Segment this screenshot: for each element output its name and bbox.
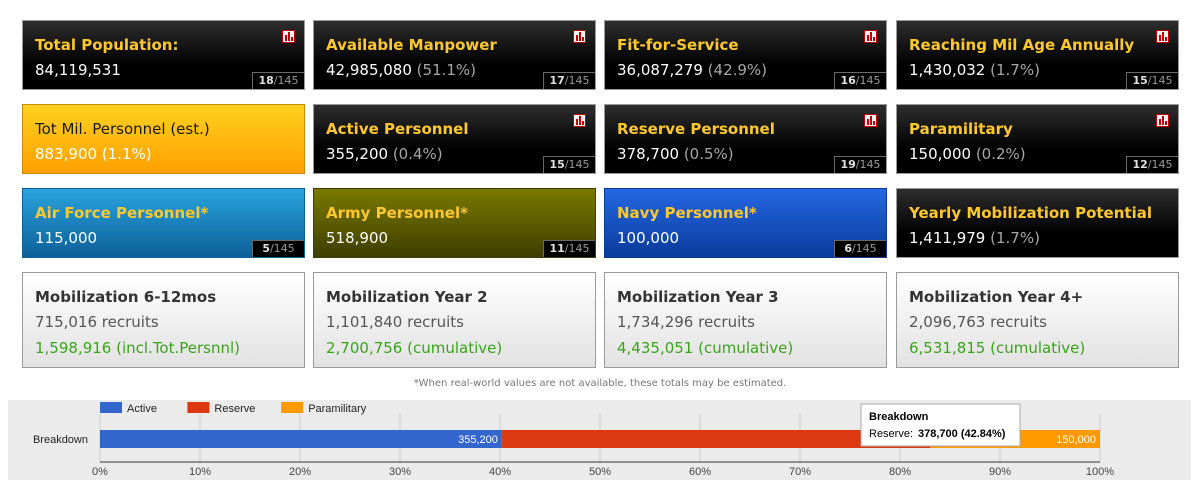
rank-badge: 16/145	[834, 72, 886, 89]
card-cumulative: 1,598,916 (incl.Tot.Persnnl)	[35, 339, 241, 357]
card-title: Mobilization 6-12mos	[35, 288, 217, 306]
card-active-personnel: Active Personnel 355,200 (0.4%) 15/145	[313, 104, 596, 174]
bar-chart-icon[interactable]	[282, 30, 295, 43]
bar-chart-icon[interactable]	[864, 114, 877, 127]
estimate-footnote: *When real-world values are not availabl…	[413, 378, 787, 389]
legend-swatch-reserve	[187, 402, 210, 413]
bar-chart-icon[interactable]	[573, 30, 586, 43]
card-title: Reaching Mil Age Annually	[909, 36, 1135, 54]
rank-badge: 6/145	[834, 240, 886, 257]
tooltip-title: Breakdown	[869, 411, 929, 423]
card-mobilization-6-12: Mobilization 6-12mos 715,016 recruits 1,…	[22, 272, 305, 368]
rank-badge: 18/145	[252, 72, 304, 89]
data-label-active: 355,200	[458, 434, 498, 446]
card-value: 36,087,279 (42.9%)	[617, 61, 768, 79]
card-cumulative: 2,700,756 (cumulative)	[326, 339, 503, 357]
legend-swatch-paramilitary	[281, 402, 304, 413]
legend-swatch-active	[100, 402, 122, 413]
card-title: Total Population:	[35, 36, 179, 54]
x-tick-label: 70%	[789, 466, 811, 478]
data-label-paramilitary: 150,000	[1056, 434, 1096, 446]
card-value: 84,119,531	[35, 61, 121, 79]
card-title: Navy Personnel*	[617, 204, 757, 222]
card-value: 1,411,979 (1.7%)	[909, 229, 1040, 247]
x-tick-label: 100%	[1086, 466, 1114, 478]
rank-badge: 11/145	[543, 240, 595, 257]
x-tick-label: 40%	[489, 466, 511, 478]
card-title: Fit-for-Service	[617, 36, 739, 54]
card-fit-for-service: Fit-for-Service 36,087,279 (42.9%) 16/14…	[604, 20, 887, 90]
card-cumulative: 4,435,051 (cumulative)	[617, 339, 794, 357]
category-label: Breakdown	[33, 434, 88, 446]
card-recruits: 1,734,296 recruits	[617, 313, 755, 331]
card-yearly-mobilization: Yearly Mobilization Potential 1,411,979 …	[896, 188, 1179, 258]
card-reaching-mil-age: Reaching Mil Age Annually 1,430,032 (1.7…	[896, 20, 1179, 90]
breakdown-chart-svg: 0% 10% 20% 30% 40% 50% 60% 70% 80% 90% 100% Breakdo…	[33, 402, 1114, 478]
card-value: 115,000	[35, 229, 98, 247]
card-title: Tot Mil. Personnel (est.)	[35, 120, 210, 138]
rank-badge: 19/145	[834, 156, 886, 173]
card-value: 518,900	[326, 229, 389, 247]
rank-badge: 5/145	[252, 240, 304, 257]
card-title: Air Force Personnel*	[35, 204, 209, 222]
card-navy: Navy Personnel* 100,000 6/145	[604, 188, 887, 258]
card-title: Active Personnel	[326, 120, 469, 138]
x-tick-label: 20%	[289, 466, 311, 478]
card-value: 1,430,032 (1.7%)	[909, 61, 1040, 79]
rank-badge: 12/145	[1126, 156, 1178, 173]
bar-reserve	[501, 430, 931, 448]
card-title: Mobilization Year 4+	[909, 288, 1084, 306]
card-title: Mobilization Year 2	[326, 288, 488, 306]
x-tick-label: 80%	[889, 466, 911, 478]
card-recruits: 2,096,763 recruits	[909, 313, 1047, 331]
tooltip-series: Reserve:	[869, 428, 913, 440]
card-title: Reserve Personnel	[617, 120, 775, 138]
card-value: 883,900 (1.1%)	[35, 145, 152, 163]
breakdown-chart: 0% 10% 20% 30% 40% 50% 60% 70% 80% 90% 100% Breakdo…	[8, 400, 1191, 480]
card-title: Paramilitary	[909, 120, 1013, 138]
x-tick-label: 10%	[189, 466, 211, 478]
card-value: 355,200 (0.4%)	[326, 145, 443, 163]
tooltip-box	[860, 403, 1021, 447]
x-tick-label: 60%	[689, 466, 711, 478]
card-title: Mobilization Year 3	[617, 288, 779, 306]
card-reserve-personnel: Reserve Personnel 378,700 (0.5%) 19/145	[604, 104, 887, 174]
x-tick-label: 50%	[589, 466, 611, 478]
x-tick-label: 90%	[989, 466, 1011, 478]
card-paramilitary: Paramilitary 150,000 (0.2%) 12/145	[896, 104, 1179, 174]
bar-chart-icon[interactable]	[1156, 114, 1169, 127]
card-value: 150,000 (0.2%)	[909, 145, 1026, 163]
card-total-population: Total Population: 84,119,531 18/145	[22, 20, 305, 90]
bar-chart-icon[interactable]	[573, 114, 586, 127]
bar-active	[100, 430, 502, 448]
card-title: Available Manpower	[326, 36, 497, 54]
bar-chart-icon[interactable]	[1156, 30, 1169, 43]
card-mobilization-year-4: Mobilization Year 4+ 2,096,763 recruits …	[896, 272, 1179, 368]
x-tick-label: 30%	[389, 466, 411, 478]
x-tick-label: 0%	[92, 466, 108, 478]
bar-chart-icon[interactable]	[864, 30, 877, 43]
card-cumulative: 6,531,815 (cumulative)	[909, 339, 1086, 357]
card-mobilization-year-3: Mobilization Year 3 1,734,296 recruits 4…	[604, 272, 887, 368]
tooltip-value: 378,700 (42.84%)	[918, 428, 1006, 440]
card-value: 100,000	[617, 229, 680, 247]
legend-label-active: Active	[127, 403, 157, 415]
card-recruits: 1,101,840 recruits	[326, 313, 464, 331]
rank-badge: 15/145	[1126, 72, 1178, 89]
legend-label-reserve: Reserve	[214, 403, 255, 415]
card-title: Army Personnel*	[326, 204, 468, 222]
card-value: 42,985,080 (51.1%)	[326, 61, 477, 79]
legend-label-paramilitary: Paramilitary	[308, 403, 367, 415]
rank-badge: 15/145	[543, 156, 595, 173]
card-title: Yearly Mobilization Potential	[909, 204, 1152, 222]
card-tot-mil-personnel: Tot Mil. Personnel (est.) 883,900 (1.1%)	[22, 104, 305, 174]
card-available-manpower: Available Manpower 42,985,080 (51.1%) 17…	[313, 20, 596, 90]
card-air-force: Air Force Personnel* 115,000 5/145	[22, 188, 305, 258]
card-mobilization-year-2: Mobilization Year 2 1,101,840 recruits 2…	[313, 272, 596, 368]
card-value: 378,700 (0.5%)	[617, 145, 734, 163]
card-recruits: 715,016 recruits	[35, 313, 159, 331]
card-army: Army Personnel* 518,900 11/145	[313, 188, 596, 258]
rank-badge: 17/145	[543, 72, 595, 89]
